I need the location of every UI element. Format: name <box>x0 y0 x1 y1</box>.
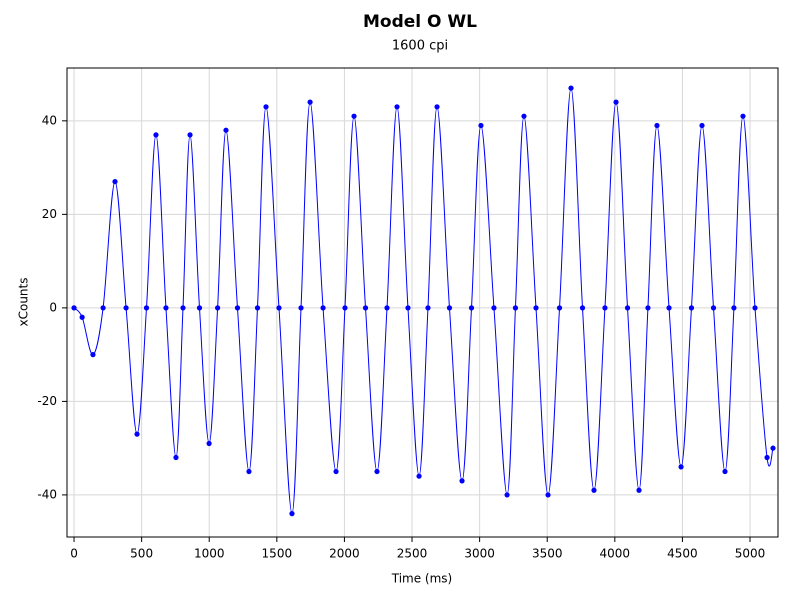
data-point <box>123 305 129 311</box>
data-point <box>307 99 313 105</box>
data-point <box>654 122 660 129</box>
data-point <box>263 104 269 110</box>
data-point <box>112 179 118 185</box>
x-tick-label: 4000 <box>600 547 631 561</box>
data-point <box>699 122 705 129</box>
y-tick-label: 20 <box>42 207 57 221</box>
data-point <box>187 132 193 138</box>
y-tick-label: -20 <box>37 394 57 408</box>
x-tick-label: 1500 <box>262 547 293 561</box>
data-point <box>678 464 684 470</box>
data-point <box>351 113 357 119</box>
data-point <box>163 305 169 311</box>
data-point <box>362 305 369 311</box>
data-point <box>206 440 212 447</box>
y-tick-label: 0 <box>49 300 57 314</box>
data-point <box>478 122 484 129</box>
data-point <box>731 305 737 311</box>
data-point <box>134 431 140 437</box>
data-point <box>416 473 422 479</box>
data-point <box>613 99 619 105</box>
data-point <box>180 305 186 311</box>
data-point <box>71 305 77 311</box>
x-tick-label: 1000 <box>194 547 225 561</box>
data-point <box>196 305 203 311</box>
x-tick-label: 3000 <box>464 547 495 561</box>
data-point <box>710 305 717 311</box>
data-point <box>333 468 339 475</box>
data-point <box>223 127 229 133</box>
data-point <box>246 468 252 475</box>
data-point <box>740 113 746 119</box>
x-tick-label: 0 <box>70 547 78 561</box>
data-point <box>384 305 390 311</box>
x-tick-label: 500 <box>130 547 153 561</box>
data-point <box>764 454 770 461</box>
y-axis-label: xCounts <box>17 278 31 327</box>
plot-frame <box>66 67 779 538</box>
data-point <box>446 305 453 311</box>
data-point <box>468 305 475 311</box>
data-point <box>591 487 597 493</box>
x-axis-label: Time (ms) <box>391 572 453 586</box>
data-point <box>491 305 497 311</box>
data-point <box>374 468 380 475</box>
data-point <box>688 305 695 311</box>
data-point <box>143 305 150 311</box>
series-line <box>73 87 774 515</box>
data-point <box>770 445 776 451</box>
data-point <box>153 132 159 138</box>
data-point <box>752 305 758 311</box>
data-point <box>504 492 510 498</box>
data-point <box>459 478 465 484</box>
data-point <box>173 454 179 461</box>
data-point <box>425 305 431 311</box>
data-point <box>512 305 519 311</box>
data-point <box>100 305 106 311</box>
data-point <box>298 305 304 311</box>
data-point <box>394 104 400 110</box>
data-point <box>568 85 574 91</box>
data-point <box>545 492 551 498</box>
data-point <box>434 104 440 110</box>
data-point <box>602 305 608 311</box>
data-point <box>533 305 539 311</box>
data-point <box>521 113 527 119</box>
data-point <box>215 305 221 311</box>
data-point <box>666 305 672 311</box>
data-point <box>556 305 563 311</box>
data-point <box>342 305 348 311</box>
x-tick-label: 5000 <box>735 547 766 561</box>
data-point <box>289 511 295 517</box>
data-point <box>90 352 96 358</box>
data-point <box>79 314 85 320</box>
y-tick-label: 40 <box>42 113 57 127</box>
data-point <box>624 305 631 311</box>
data-point <box>320 305 326 311</box>
chart-subtitle: 1600 cpi <box>392 39 448 54</box>
data-point <box>645 305 651 311</box>
chart-title: Model O WL <box>363 12 477 32</box>
x-tick-label: 4500 <box>667 547 698 561</box>
y-tick-label: -40 <box>37 487 57 501</box>
x-tick-label: 2500 <box>397 547 428 561</box>
data-point <box>276 305 282 311</box>
data-point <box>636 487 642 493</box>
x-tick-label: 3500 <box>532 547 563 561</box>
x-tick-label: 2000 <box>329 547 360 561</box>
data-point <box>234 305 241 311</box>
data-point <box>405 305 411 311</box>
data-point <box>254 305 261 311</box>
data-point <box>579 305 586 311</box>
data-point <box>722 468 728 475</box>
